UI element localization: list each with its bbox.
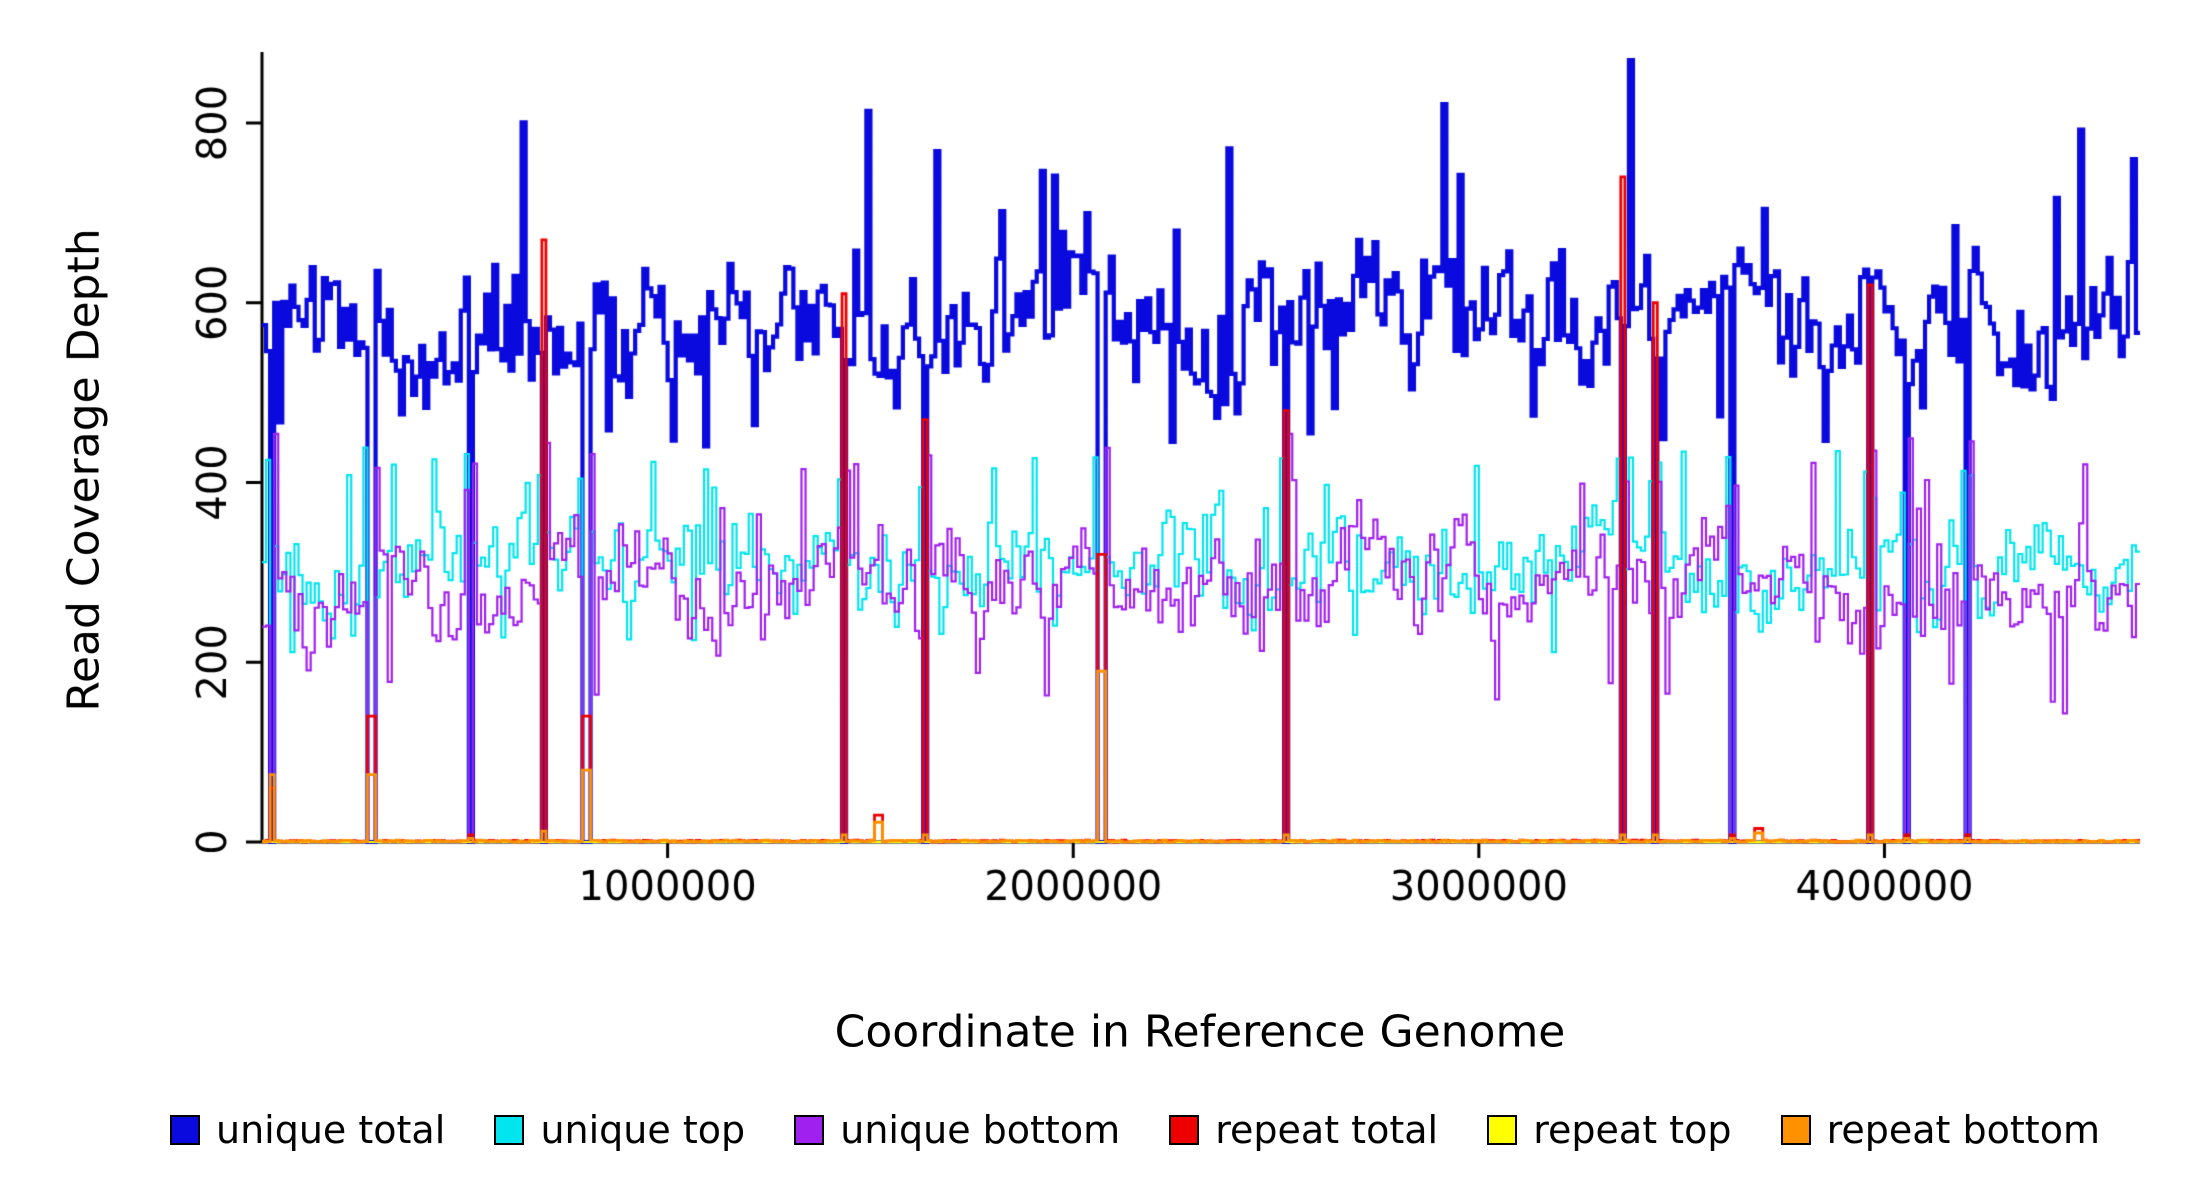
legend-item-repeat-bottom: repeat bottom — [1780, 1108, 2100, 1152]
legend-swatch — [794, 1115, 825, 1145]
legend-label: repeat total — [1215, 1108, 1439, 1152]
legend-item-unique-bottom: unique bottom — [794, 1108, 1120, 1152]
legend-item-repeat-total: repeat total — [1169, 1108, 1438, 1152]
legend-label: unique top — [540, 1108, 746, 1152]
legend-swatch — [1169, 1115, 1200, 1145]
legend-label: repeat top — [1533, 1108, 1732, 1152]
y-axis-title: Read Coverage Depth — [58, 228, 110, 712]
x-axis-title: Coordinate in Reference Genome — [834, 1006, 1566, 1058]
chart-legend: unique total unique top unique bottom repea… — [0, 1108, 2200, 1152]
legend-item-unique-total: unique total — [170, 1108, 445, 1152]
legend-label: unique total — [216, 1108, 446, 1152]
legend-item-unique-top: unique top — [494, 1108, 745, 1152]
legend-item-repeat-top: repeat top — [1487, 1108, 1731, 1152]
legend-swatch — [1780, 1115, 1811, 1145]
legend-swatch — [170, 1115, 200, 1145]
legend-label: unique bottom — [840, 1108, 1121, 1152]
legend-label: repeat bottom — [1826, 1108, 2100, 1152]
legend-swatch — [1487, 1115, 1518, 1145]
legend-swatch — [494, 1115, 525, 1145]
